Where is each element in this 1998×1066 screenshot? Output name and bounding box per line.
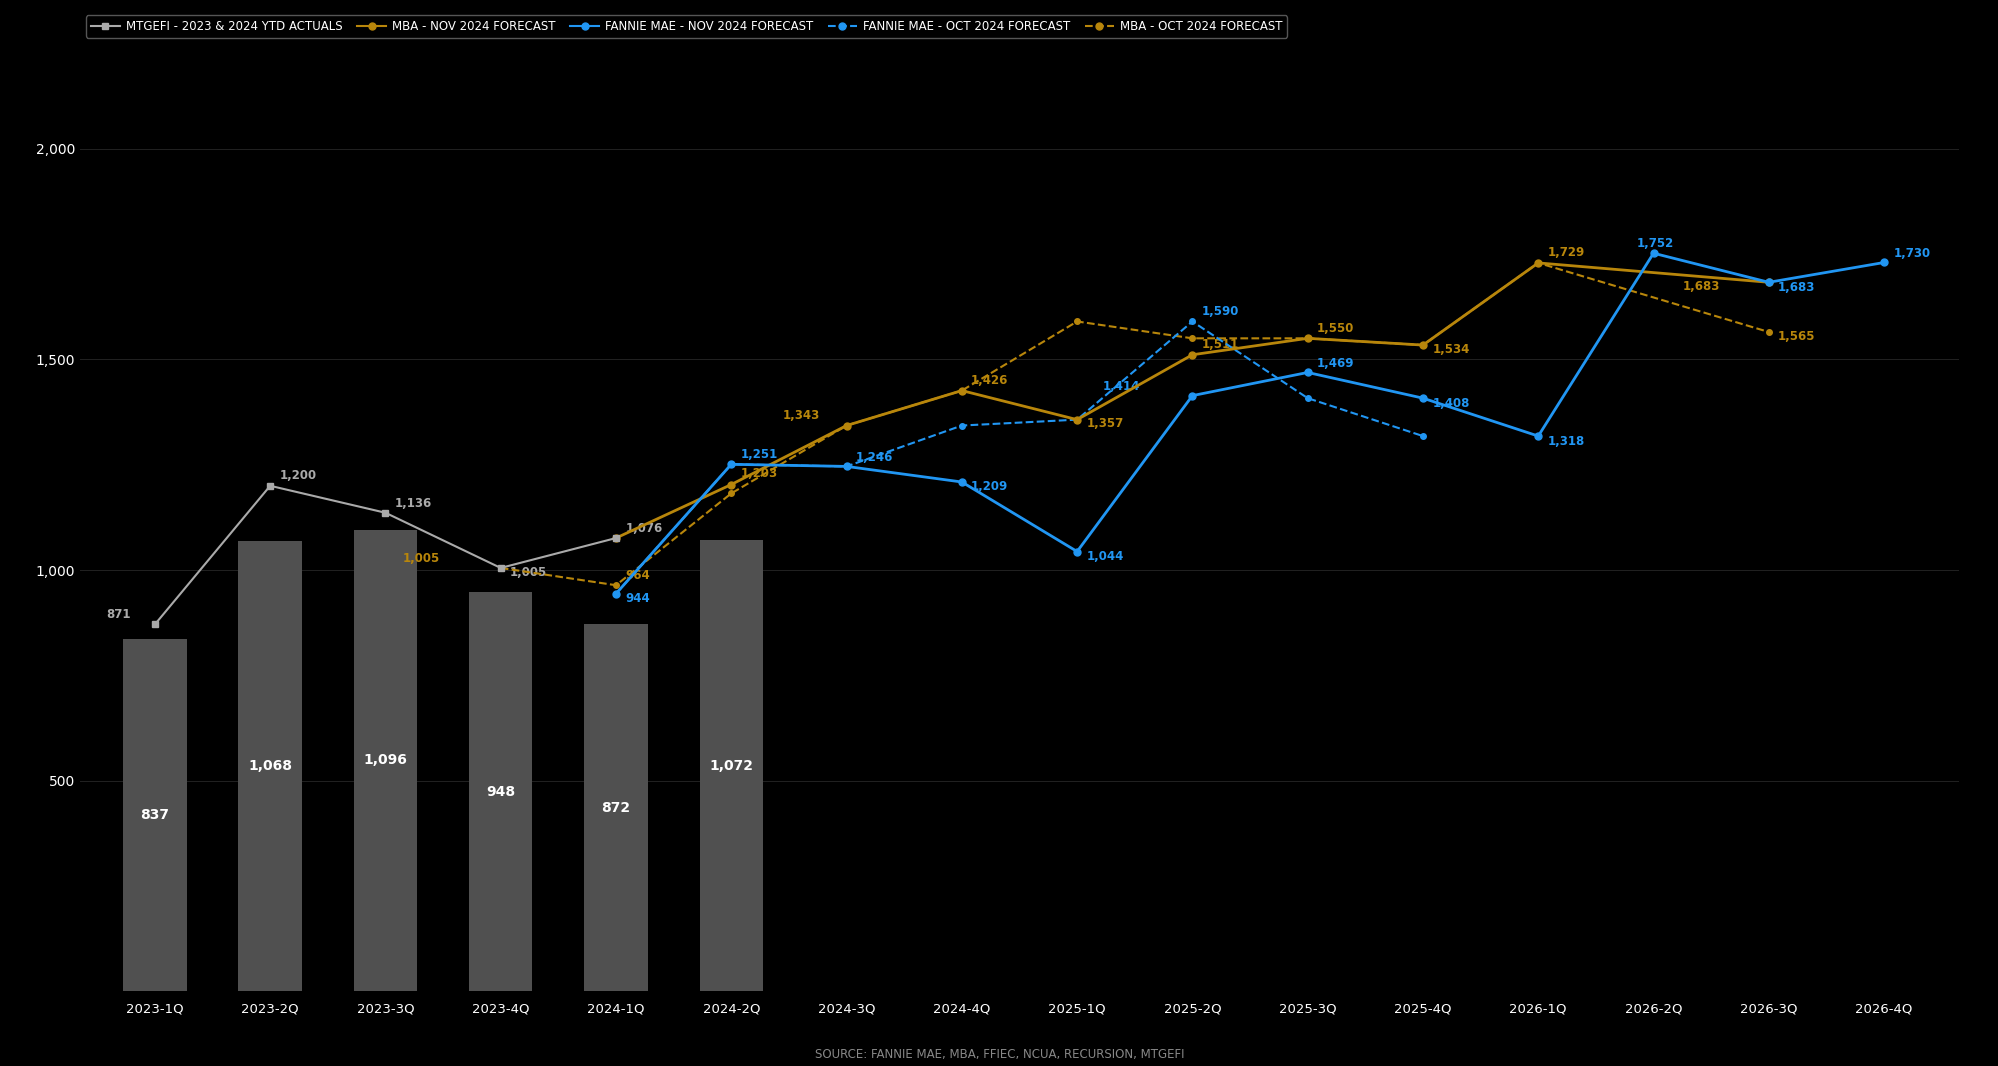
Text: 1,005: 1,005 xyxy=(509,566,547,579)
Text: 1,414: 1,414 xyxy=(1103,379,1139,392)
Text: 1,426: 1,426 xyxy=(971,374,1007,387)
Text: 1,683: 1,683 xyxy=(1776,280,1814,294)
Legend: MTGEFI - 2023 & 2024 YTD ACTUALS, MBA - NOV 2024 FORECAST, FANNIE MAE - NOV 2024: MTGEFI - 2023 & 2024 YTD ACTUALS, MBA - … xyxy=(86,15,1287,37)
Text: 872: 872 xyxy=(601,801,629,814)
Text: 1,246: 1,246 xyxy=(855,451,893,464)
Text: 1,136: 1,136 xyxy=(394,497,432,510)
Bar xyxy=(354,530,418,991)
Text: 1,044: 1,044 xyxy=(1085,550,1123,563)
Bar xyxy=(124,639,186,991)
Text: 837: 837 xyxy=(140,808,170,822)
Text: 1,357: 1,357 xyxy=(1085,417,1123,431)
Text: 1,683: 1,683 xyxy=(1682,280,1718,293)
Text: 1,251: 1,251 xyxy=(739,449,777,462)
Text: 1,511: 1,511 xyxy=(1201,338,1239,351)
Text: 871: 871 xyxy=(106,608,132,621)
Text: 1,469: 1,469 xyxy=(1317,356,1355,370)
Text: SOURCE: FANNIE MAE, MBA, FFIEC, NCUA, RECURSION, MTGEFI: SOURCE: FANNIE MAE, MBA, FFIEC, NCUA, RE… xyxy=(815,1048,1183,1061)
Text: 948: 948 xyxy=(486,785,515,798)
Bar xyxy=(238,542,302,991)
Text: 1,096: 1,096 xyxy=(364,754,408,768)
Text: 1,076: 1,076 xyxy=(625,522,661,535)
Bar xyxy=(470,592,531,991)
Text: 1,203: 1,203 xyxy=(739,467,777,480)
Bar xyxy=(699,539,763,991)
Text: 1,729: 1,729 xyxy=(1546,246,1584,259)
Text: 964: 964 xyxy=(625,569,649,582)
Text: 1,590: 1,590 xyxy=(1201,305,1239,318)
Text: 1,072: 1,072 xyxy=(709,759,753,773)
Text: 1,005: 1,005 xyxy=(402,552,440,565)
Text: 1,565: 1,565 xyxy=(1776,329,1814,342)
Text: 1,068: 1,068 xyxy=(248,759,292,774)
Text: 1,209: 1,209 xyxy=(971,481,1007,494)
Text: 1,752: 1,752 xyxy=(1636,238,1672,251)
Text: 1,343: 1,343 xyxy=(783,408,819,422)
Text: 1,408: 1,408 xyxy=(1431,397,1469,409)
Text: 1,318: 1,318 xyxy=(1546,435,1584,448)
Text: 1,200: 1,200 xyxy=(280,469,316,482)
Text: 1,550: 1,550 xyxy=(1317,322,1353,336)
Text: 1,730: 1,730 xyxy=(1892,246,1930,260)
Text: 944: 944 xyxy=(625,592,649,605)
Bar xyxy=(583,624,647,991)
Text: 1,534: 1,534 xyxy=(1431,342,1469,356)
